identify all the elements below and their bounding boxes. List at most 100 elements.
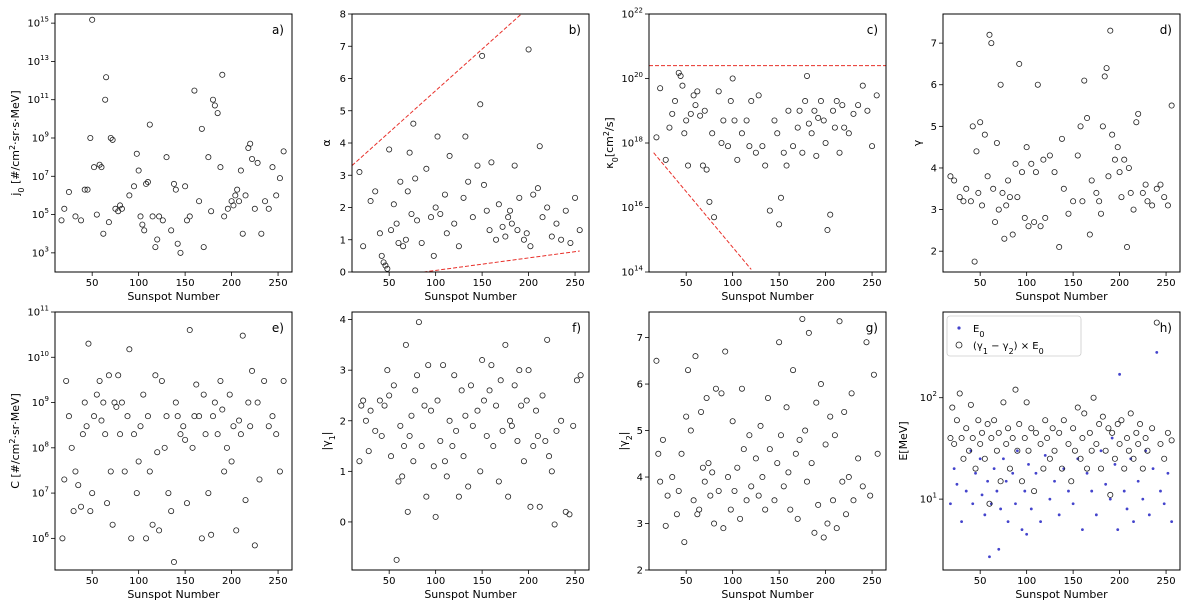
data-point bbox=[1157, 181, 1164, 188]
data-point bbox=[986, 500, 993, 507]
data-point bbox=[718, 139, 725, 146]
data-point bbox=[124, 413, 131, 420]
data-point bbox=[536, 143, 543, 150]
data-point bbox=[707, 492, 714, 499]
data-point bbox=[415, 319, 422, 326]
data-point bbox=[843, 511, 850, 518]
data-point bbox=[777, 432, 784, 439]
data-point-star bbox=[1116, 528, 1120, 532]
data-point bbox=[570, 422, 577, 429]
data-point bbox=[269, 164, 276, 171]
data-point bbox=[727, 98, 734, 105]
data-point bbox=[1046, 152, 1053, 159]
data-point bbox=[465, 483, 472, 490]
data-point bbox=[217, 164, 224, 171]
data-point bbox=[412, 175, 419, 182]
y-tick-label: 3 bbox=[931, 205, 937, 216]
data-point bbox=[830, 107, 837, 114]
data-point-star bbox=[1104, 482, 1108, 486]
data-point bbox=[783, 162, 790, 169]
data-point bbox=[738, 130, 745, 137]
data-point bbox=[1077, 455, 1084, 462]
data-point bbox=[1135, 110, 1142, 117]
data-point bbox=[1086, 429, 1093, 436]
data-point bbox=[440, 362, 447, 369]
y-tick-label: 7 bbox=[637, 333, 643, 344]
data-point-star bbox=[1094, 513, 1098, 517]
data-point bbox=[981, 131, 988, 138]
y-axis-label: j0 [#/cm2·sr·s·MeV] bbox=[8, 90, 26, 196]
x-tick-label: 250 bbox=[269, 278, 288, 289]
data-point bbox=[93, 391, 100, 398]
data-point bbox=[572, 194, 579, 201]
data-point-star bbox=[1151, 467, 1155, 470]
y-tick-base: 7 bbox=[340, 42, 346, 53]
data-point bbox=[1101, 73, 1108, 80]
data-point bbox=[762, 506, 769, 513]
ref-lines bbox=[649, 65, 886, 270]
y-axis-label: |γ2| bbox=[617, 431, 634, 450]
data-point bbox=[390, 201, 397, 208]
data-point bbox=[790, 143, 797, 150]
data-point bbox=[430, 252, 437, 259]
x-tick-label: 250 bbox=[863, 576, 882, 587]
data-point bbox=[408, 210, 415, 217]
data-point bbox=[845, 474, 852, 481]
data-point bbox=[675, 69, 682, 76]
data-point bbox=[785, 469, 792, 476]
data-point bbox=[1074, 152, 1081, 159]
data-point bbox=[715, 487, 722, 494]
y-tick-base: 3 bbox=[931, 205, 937, 216]
data-point bbox=[251, 542, 258, 549]
data-point bbox=[158, 377, 165, 384]
data-point bbox=[869, 143, 876, 150]
y-tick-base: 10 bbox=[621, 74, 634, 85]
data-point bbox=[247, 423, 254, 430]
data-point bbox=[1021, 435, 1028, 442]
x-tick-label: 100 bbox=[426, 278, 445, 289]
data-point bbox=[687, 427, 694, 434]
y-axis-label-part: [#/cm bbox=[9, 150, 22, 187]
data-point bbox=[59, 535, 66, 542]
data-point bbox=[1049, 425, 1056, 432]
data-point bbox=[1149, 425, 1156, 432]
data-point bbox=[236, 417, 243, 424]
data-point bbox=[715, 88, 722, 95]
data-point bbox=[208, 208, 215, 215]
data-point bbox=[787, 506, 794, 513]
y-axis-label-part: ·sr·MeV] bbox=[9, 393, 22, 438]
data-point bbox=[205, 154, 212, 161]
data-point bbox=[465, 178, 472, 185]
data-point bbox=[214, 110, 221, 117]
data-point bbox=[1111, 455, 1118, 462]
data-point bbox=[1130, 206, 1137, 213]
data-point bbox=[168, 508, 175, 515]
y-tick-label: 6 bbox=[340, 74, 346, 85]
data-point bbox=[236, 198, 243, 205]
data-point bbox=[133, 150, 140, 157]
data-point bbox=[441, 458, 448, 465]
data-point bbox=[479, 357, 486, 364]
data-point bbox=[1065, 440, 1072, 447]
data-point bbox=[995, 429, 1002, 436]
data-point bbox=[824, 227, 831, 234]
data-point bbox=[367, 407, 374, 414]
panel-letter: f) bbox=[572, 321, 581, 335]
data-point-star bbox=[952, 467, 956, 470]
panel-b: 50 100 150 200 250 0 1 2 3 4 5 6 7 8 Sunspot Number α b) bbox=[320, 10, 590, 303]
data-point bbox=[451, 220, 458, 227]
data-point bbox=[1070, 198, 1077, 205]
data-point bbox=[967, 401, 974, 408]
y-tick-base: 10 bbox=[32, 248, 45, 259]
data-point bbox=[743, 497, 750, 504]
data-point bbox=[237, 167, 244, 174]
panel-letter: g) bbox=[866, 321, 878, 335]
y-tick-exp: 11 bbox=[40, 92, 49, 100]
data-point bbox=[703, 166, 710, 173]
data-point bbox=[1114, 144, 1121, 151]
data-point bbox=[1164, 429, 1171, 436]
data-point-star bbox=[1118, 372, 1121, 376]
plot-frame bbox=[648, 311, 887, 571]
data-point bbox=[1040, 465, 1047, 472]
y-axis-label-part: j bbox=[9, 193, 22, 197]
